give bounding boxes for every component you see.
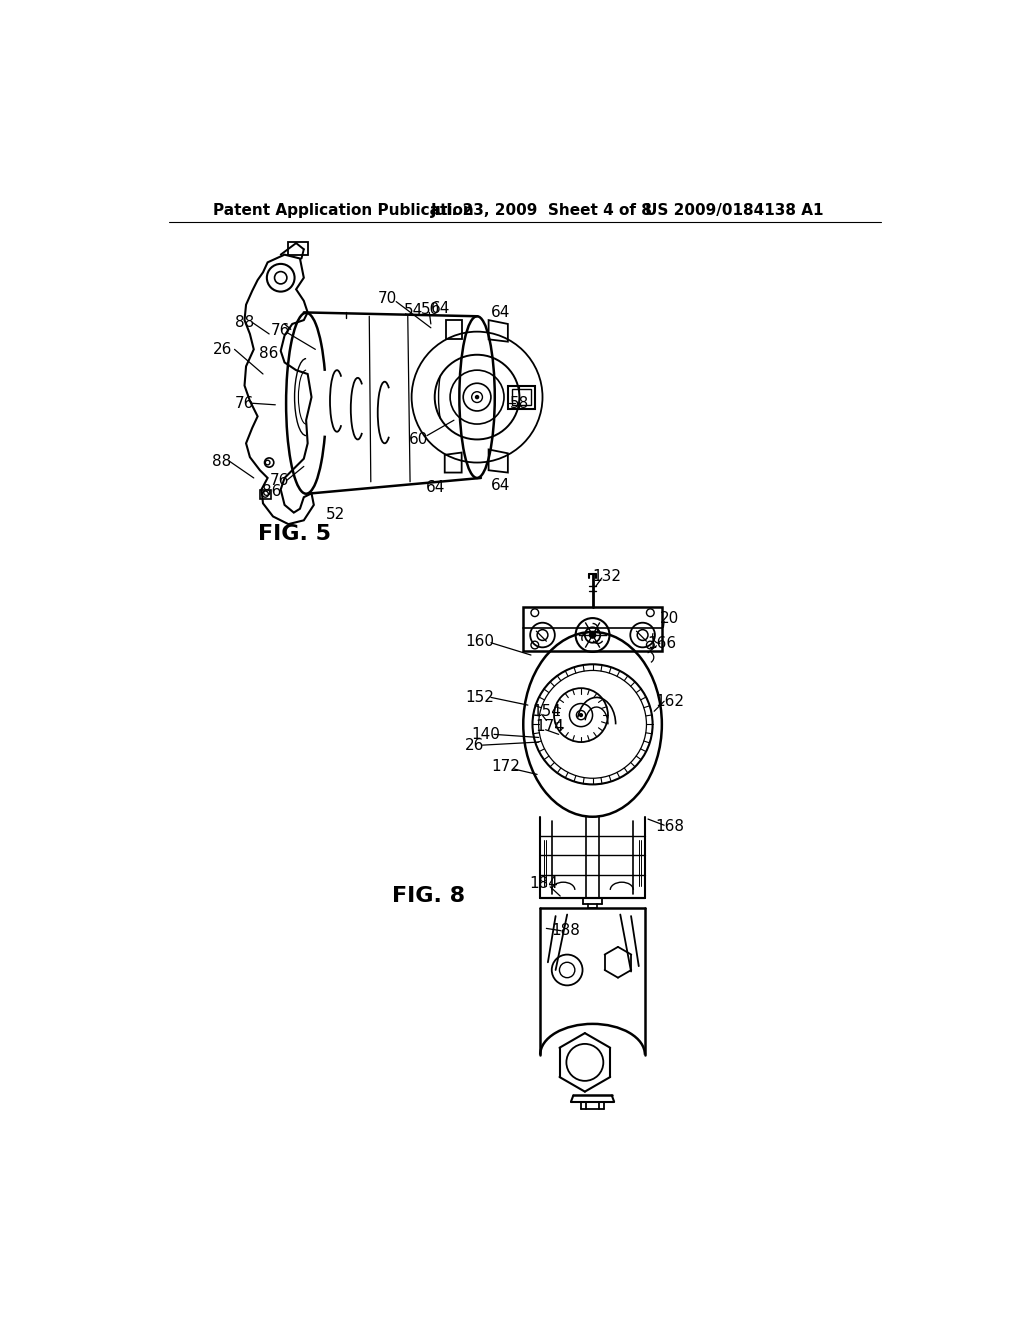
Bar (289, 242, 307, 256)
Text: 64: 64 (426, 480, 445, 495)
Text: 58: 58 (510, 396, 529, 411)
Text: 88: 88 (212, 454, 231, 469)
Text: US 2009/0184138 A1: US 2009/0184138 A1 (645, 203, 823, 218)
Text: 184: 184 (528, 876, 558, 891)
Text: 50: 50 (421, 302, 440, 317)
Circle shape (580, 714, 583, 717)
Circle shape (590, 632, 596, 638)
Text: FIG. 5: FIG. 5 (258, 524, 331, 544)
Text: 52: 52 (326, 507, 345, 521)
Text: 160: 160 (465, 634, 494, 648)
Bar (512, 389, 531, 405)
Text: Jul. 23, 2009  Sheet 4 of 8: Jul. 23, 2009 Sheet 4 of 8 (431, 203, 652, 218)
Text: 154: 154 (531, 704, 561, 719)
Text: 70: 70 (378, 290, 396, 306)
Bar (523, 607, 662, 651)
Text: 26: 26 (213, 342, 231, 356)
Text: 168: 168 (655, 820, 684, 834)
Text: 54: 54 (404, 304, 424, 318)
Text: 60: 60 (409, 432, 428, 447)
Text: 132: 132 (592, 569, 621, 583)
Text: Patent Application Publication: Patent Application Publication (213, 203, 474, 218)
Text: 64: 64 (490, 478, 510, 494)
Text: FIG. 8: FIG. 8 (392, 886, 465, 906)
Text: 188: 188 (551, 923, 580, 939)
Text: 86: 86 (262, 483, 282, 499)
Text: 20: 20 (659, 611, 679, 627)
Text: 76: 76 (271, 322, 291, 338)
Circle shape (475, 396, 478, 399)
Text: 174: 174 (536, 719, 564, 734)
Text: 152: 152 (465, 690, 494, 705)
Text: 76: 76 (269, 473, 289, 488)
Text: 162: 162 (655, 694, 684, 709)
Text: 86: 86 (259, 346, 279, 360)
Text: 26: 26 (465, 738, 484, 752)
Text: 172: 172 (492, 759, 520, 775)
Bar (508, 385, 535, 409)
Text: 166: 166 (647, 636, 677, 651)
Bar (260, 490, 271, 499)
Text: 140: 140 (471, 727, 500, 742)
Text: 88: 88 (234, 315, 254, 330)
Text: 64: 64 (490, 305, 510, 319)
Text: 64: 64 (431, 301, 451, 315)
Text: 76: 76 (234, 396, 254, 411)
